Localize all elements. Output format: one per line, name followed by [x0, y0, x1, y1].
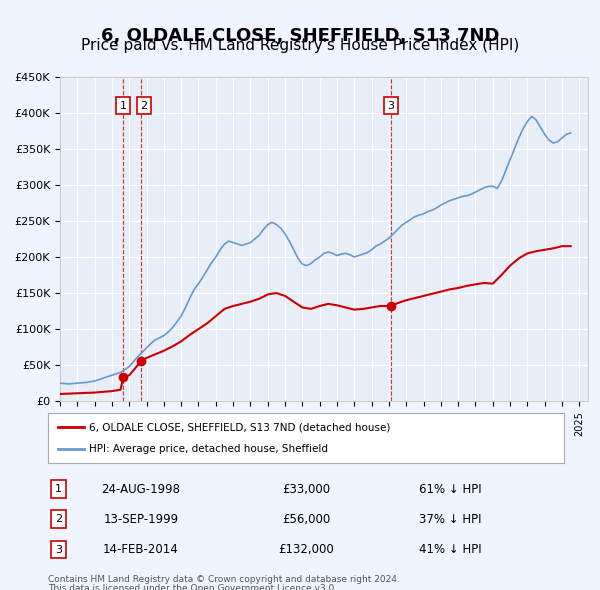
Text: 24-AUG-1998: 24-AUG-1998 — [101, 483, 181, 496]
Text: HPI: Average price, detached house, Sheffield: HPI: Average price, detached house, Shef… — [89, 444, 328, 454]
Text: 61% ↓ HPI: 61% ↓ HPI — [419, 483, 482, 496]
Text: £33,000: £33,000 — [282, 483, 330, 496]
Text: 3: 3 — [388, 100, 394, 110]
Text: 6, OLDALE CLOSE, SHEFFIELD, S13 7ND: 6, OLDALE CLOSE, SHEFFIELD, S13 7ND — [101, 27, 499, 45]
Text: 13-SEP-1999: 13-SEP-1999 — [103, 513, 178, 526]
Text: This data is licensed under the Open Government Licence v3.0.: This data is licensed under the Open Gov… — [48, 584, 337, 590]
Text: £56,000: £56,000 — [282, 513, 330, 526]
Text: 14-FEB-2014: 14-FEB-2014 — [103, 543, 179, 556]
Text: 2: 2 — [140, 100, 148, 110]
Text: 1: 1 — [119, 100, 127, 110]
Text: 3: 3 — [55, 545, 62, 555]
Text: 6, OLDALE CLOSE, SHEFFIELD, S13 7ND (detached house): 6, OLDALE CLOSE, SHEFFIELD, S13 7ND (det… — [89, 422, 391, 432]
Text: 2: 2 — [55, 514, 62, 525]
Text: Price paid vs. HM Land Registry's House Price Index (HPI): Price paid vs. HM Land Registry's House … — [81, 38, 519, 53]
Text: 41% ↓ HPI: 41% ↓ HPI — [419, 543, 482, 556]
Text: £132,000: £132,000 — [278, 543, 334, 556]
Text: Contains HM Land Registry data © Crown copyright and database right 2024.: Contains HM Land Registry data © Crown c… — [48, 575, 400, 584]
Text: 1: 1 — [55, 484, 62, 494]
Text: 37% ↓ HPI: 37% ↓ HPI — [419, 513, 482, 526]
